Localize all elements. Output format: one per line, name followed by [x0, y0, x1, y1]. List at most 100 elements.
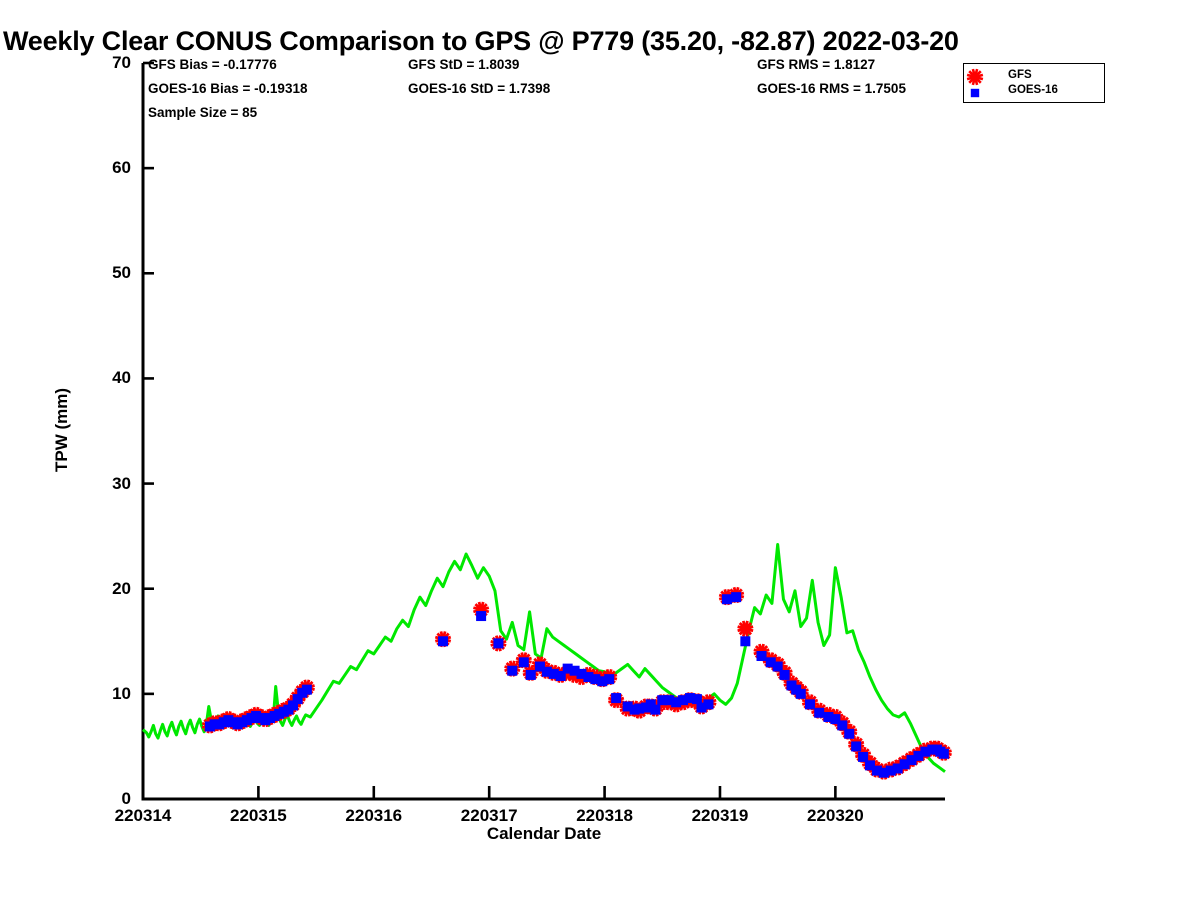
goes16-square-marker	[740, 636, 750, 646]
stat-text: GOES-16 Bias = -0.19318	[148, 81, 308, 96]
goes16-square-marker	[577, 669, 587, 679]
gfs-asterisk-marker	[737, 620, 754, 637]
goes16-square-marker	[823, 712, 833, 722]
goes16-square-marker	[210, 719, 220, 729]
goes16-square-marker	[657, 695, 667, 705]
x-tick-label: 220315	[230, 806, 287, 825]
stat-text: GOES-16 StD = 1.7398	[408, 81, 551, 96]
goes16-square-marker	[851, 741, 861, 751]
goes16-square-marker	[570, 666, 580, 676]
goes16-square-marker	[288, 700, 298, 710]
goes16-square-marker	[493, 638, 503, 648]
goes16-square-marker	[697, 703, 707, 713]
goes16-square-marker	[507, 666, 517, 676]
x-tick-label: 220314	[114, 806, 172, 825]
goes16-square-marker	[535, 662, 545, 672]
goes16-square-marker	[913, 751, 923, 761]
goes16-square-marker	[205, 721, 215, 731]
goes16-square-marker	[237, 717, 247, 727]
x-tick-label: 220316	[345, 806, 403, 825]
goes16-square-marker	[270, 711, 280, 721]
goes16-square-marker	[590, 674, 600, 684]
gps-line	[141, 543, 946, 773]
goes16-square-marker	[927, 745, 937, 755]
goes16-square-marker	[549, 669, 559, 679]
goes16-square-marker	[228, 717, 238, 727]
goes16-square-marker	[542, 667, 552, 677]
goes16-square-marker	[604, 674, 614, 684]
x-tick-label: 220320	[806, 806, 864, 825]
goes16-square-marker	[886, 766, 896, 776]
goes16-square-marker	[233, 719, 243, 729]
y-tick-label: 0	[121, 789, 131, 808]
goes16-square-marker	[283, 705, 293, 715]
goes16-square-marker	[274, 709, 284, 719]
goes16-markers-top	[205, 592, 949, 778]
y-tick-label: 70	[112, 53, 131, 72]
goes16-square-marker	[685, 693, 695, 703]
goes16-square-marker	[893, 764, 903, 774]
x-tick-label: 220319	[691, 806, 749, 825]
chart-legend: GFS GOES-16	[963, 63, 1105, 103]
goes16-square-marker	[293, 694, 303, 704]
y-tick-label: 10	[112, 683, 131, 703]
goes16-square-marker	[791, 685, 801, 695]
stat-text: GFS StD = 1.8039	[408, 57, 520, 72]
x-tick-label: 220317	[460, 806, 518, 825]
goes16-square-marker	[678, 695, 688, 705]
goes16-markers	[204, 592, 949, 778]
goes16-square-marker	[646, 699, 656, 709]
goes16-square-marker	[223, 715, 233, 725]
goes16-square-marker	[246, 713, 256, 723]
stat-text: GFS RMS = 1.8127	[757, 57, 876, 72]
goes16-square-marker	[563, 664, 573, 674]
goes16-square-marker	[796, 689, 806, 699]
goes16-square-marker	[722, 594, 732, 604]
goes16-square-marker	[865, 760, 875, 770]
goes16-square-marker	[787, 680, 797, 690]
goes16-square-marker	[664, 695, 674, 705]
goes16-square-marker	[858, 752, 868, 762]
goes16-square-marker	[260, 715, 270, 725]
goes16-square-marker	[476, 611, 486, 621]
chart-title: Weekly Clear CONUS Comparison to GPS @ P…	[3, 26, 959, 56]
y-tick-label: 60	[112, 158, 131, 178]
goes16-square-marker	[757, 651, 767, 661]
stat-text: Sample Size = 85	[148, 105, 258, 120]
goes16-square-marker	[251, 711, 261, 721]
goes16-square-marker	[302, 685, 312, 695]
goes16-square-marker	[780, 670, 790, 680]
goes16-square-marker	[519, 657, 529, 667]
goes16-square-marker	[773, 662, 783, 672]
goes16-square-marker	[900, 759, 910, 769]
goes16-square-marker	[879, 768, 889, 778]
goes16-square-marker	[703, 699, 713, 709]
goes16-square-marker	[242, 715, 252, 725]
goes16-square-marker	[692, 694, 702, 704]
stat-text: GOES-16 RMS = 1.7505	[757, 81, 906, 96]
goes16-square-marker	[837, 720, 847, 730]
goes16-square-marker	[611, 693, 621, 703]
legend-label: GFS	[1008, 69, 1032, 81]
y-tick-label: 50	[112, 263, 131, 283]
y-tick-label: 30	[112, 473, 131, 493]
goes16-square-marker	[650, 705, 660, 715]
goes16-square-marker	[830, 714, 840, 724]
goes16-square-marker	[731, 592, 741, 602]
y-tick-label: 40	[112, 368, 131, 388]
goes16-square-marker	[297, 688, 307, 698]
axis-spines	[141, 63, 945, 801]
goes16-square-marker	[214, 719, 224, 729]
goes16-square-marker	[583, 672, 593, 682]
goes16-square-marker	[907, 755, 917, 765]
legend-label: GOES-16	[1008, 84, 1058, 96]
goes16-square-marker	[597, 676, 607, 686]
goes16-square-marker	[939, 749, 949, 759]
goes16-square-marker	[872, 766, 882, 776]
y-tick-label: 20	[112, 578, 131, 598]
goes16-square-marker	[671, 697, 681, 707]
x-axis-label: Calendar Date	[486, 824, 602, 843]
goes16-square-marker	[805, 699, 815, 709]
